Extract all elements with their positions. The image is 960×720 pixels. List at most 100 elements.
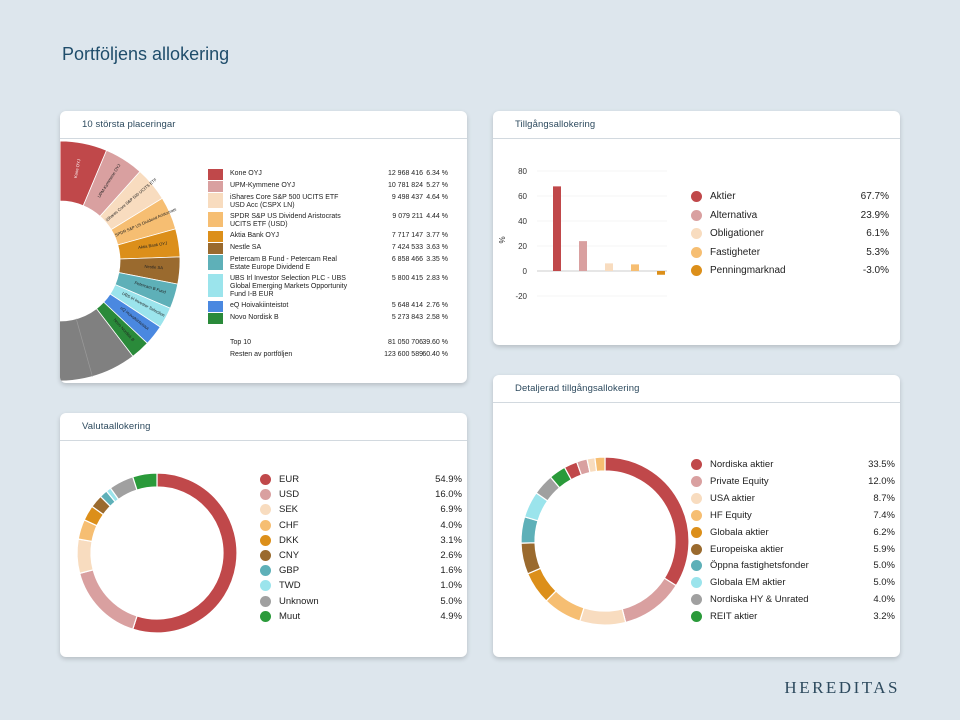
- y-tick-label: 0: [523, 267, 528, 276]
- legend-label: Unknown: [279, 595, 319, 607]
- holding-name: UBS Irl Investor Selection PLC - UBS: [230, 275, 346, 282]
- bar: [631, 264, 639, 271]
- bar: [553, 186, 561, 271]
- legend-marker: [260, 519, 271, 531]
- detailed-card: Detaljerad tillgångsallokering Nordiska …: [493, 375, 900, 657]
- holding-swatch: [208, 243, 223, 254]
- legend-marker: [691, 209, 702, 221]
- holding-amount: 5 273 843: [391, 314, 423, 321]
- legend-label: Öppna fastighetsfonder: [710, 560, 809, 572]
- holding-name: UCITS ETF (USD): [230, 221, 288, 228]
- currency-slice: [78, 569, 138, 630]
- holding-name: Global Emerging Markets Opportunity: [230, 283, 348, 290]
- holding-amount: 7 717 147: [391, 232, 423, 239]
- legend-item: TWD 1.0%: [260, 580, 462, 592]
- holding-name: SPDR S&P US Dividend Aristocrats: [230, 213, 341, 220]
- holding-name: Fund I-B EUR: [230, 291, 274, 298]
- y-tick-label: -20: [515, 292, 527, 301]
- legend-value: 8.7%: [873, 492, 895, 504]
- top10-total-label: Top 10: [230, 339, 252, 346]
- holding-name: UPM-Kymmene OYJ: [230, 182, 295, 189]
- detailed-slice: [604, 456, 690, 587]
- rest-total-pct: 60.40 %: [422, 351, 448, 358]
- card-divider: [60, 138, 467, 139]
- holding-swatch: [208, 181, 223, 192]
- holding-swatch: [208, 301, 223, 312]
- legend-label: Penningmarknad: [710, 265, 786, 276]
- legend-marker: [691, 577, 702, 589]
- legend-value: 2.6%: [440, 550, 462, 561]
- holding-name: iShares Core S&P 500 UCITS ETF: [230, 194, 339, 201]
- legend-item: Obligationer 6.1%: [691, 228, 889, 239]
- legend-value: 6.1%: [866, 228, 889, 239]
- top10-total-amount: 81 050 706: [387, 339, 423, 346]
- holding-name: Aktia Bank OYJ: [230, 232, 280, 239]
- asset-legend: Aktier 67.7% Alternativa 23.9% Obligationer 6…: [691, 191, 889, 291]
- legend-item: DKK 3.1%: [260, 534, 462, 546]
- holding-amount: 6 858 466: [391, 256, 423, 263]
- legend-label: Fastigheter: [710, 246, 761, 258]
- legend-label: Muut: [279, 610, 301, 622]
- y-tick-label: 40: [518, 217, 527, 226]
- legend-label: Nordiska aktier: [710, 459, 774, 470]
- legend-label: HF Equity: [710, 509, 752, 521]
- legend-value: 33.5%: [868, 459, 895, 470]
- legend-marker: [691, 228, 702, 239]
- legend-marker: [691, 509, 702, 521]
- legend-label: Globala EM aktier: [710, 577, 786, 589]
- top10-total-pct: 39.60 %: [422, 339, 448, 346]
- legend-marker: [691, 191, 702, 202]
- detailed-legend: Nordiska aktier 33.5% Private Equity 12.0% U…: [691, 459, 895, 629]
- holding-swatch: [208, 274, 223, 297]
- currency-legend: EUR 54.9% USD 16.0% SEK 6.9% CHF 4.0% DKK 3.1% CNY…: [260, 474, 462, 634]
- legend-item: EUR 54.9%: [260, 474, 462, 485]
- legend-marker: [691, 611, 702, 623]
- y-axis-label: %: [498, 236, 507, 243]
- holding-name: Kone OYJ: [230, 170, 262, 177]
- legend-label: Alternativa: [710, 209, 758, 221]
- legend-marker: [260, 610, 271, 622]
- y-tick-label: 20: [518, 242, 527, 251]
- legend-label: DKK: [279, 534, 299, 546]
- legend-marker: [691, 560, 702, 572]
- legend-marker: [691, 265, 702, 276]
- holding-pct: 3.77 %: [426, 232, 448, 239]
- card-divider: [493, 402, 900, 403]
- legend-marker: [691, 475, 702, 487]
- legend-value: 3.2%: [873, 611, 895, 623]
- detailed-slice: [520, 516, 539, 544]
- legend-value: 67.7%: [860, 191, 889, 202]
- legend-value: 4.9%: [440, 610, 462, 622]
- legend-marker: [260, 489, 271, 501]
- legend-item: Europeiska aktier 5.9%: [691, 543, 895, 555]
- currency-card: Valutaallokering EUR 54.9% USD 16.0% SEK 6.9%…: [60, 413, 467, 657]
- currency-donut-chart: [76, 472, 238, 634]
- holding-swatch: [208, 193, 223, 208]
- holding-name: Estate Europe Dividend E: [230, 264, 311, 271]
- legend-label: Aktier: [710, 191, 736, 202]
- currency-slice: [132, 472, 158, 491]
- legend-item: Unknown 5.0%: [260, 595, 462, 607]
- legend-label: Obligationer: [710, 228, 764, 239]
- legend-item: Aktier 67.7%: [691, 191, 889, 202]
- asset-card: Tillgångsallokering 80 60 40 20 0 -20% Aktier…: [493, 111, 900, 345]
- holding-name: USD Acc (CSPX LN): [230, 202, 295, 209]
- holding-amount: 7 424 533: [391, 244, 423, 251]
- holding-amount: 9 498 437: [391, 194, 423, 201]
- holding-amount: 5 648 414: [391, 302, 423, 309]
- legend-label: REIT aktier: [710, 611, 758, 623]
- legend-label: TWD: [279, 580, 301, 592]
- legend-value: 6.2%: [873, 526, 895, 538]
- legend-item: Muut 4.9%: [260, 610, 462, 622]
- holding-amount: 12 968 416: [387, 170, 423, 177]
- detailed-slice: [520, 542, 542, 575]
- legend-value: 7.4%: [873, 509, 895, 521]
- holding-pct: 2.58 %: [426, 314, 448, 321]
- legend-marker: [260, 504, 271, 516]
- holding-pct: 2.76 %: [426, 302, 448, 309]
- legend-label: CNY: [279, 550, 300, 561]
- page-title: Portföljens allokering: [62, 44, 230, 64]
- holding-pct: 3.63 %: [426, 244, 448, 251]
- holding-swatch: [208, 313, 223, 324]
